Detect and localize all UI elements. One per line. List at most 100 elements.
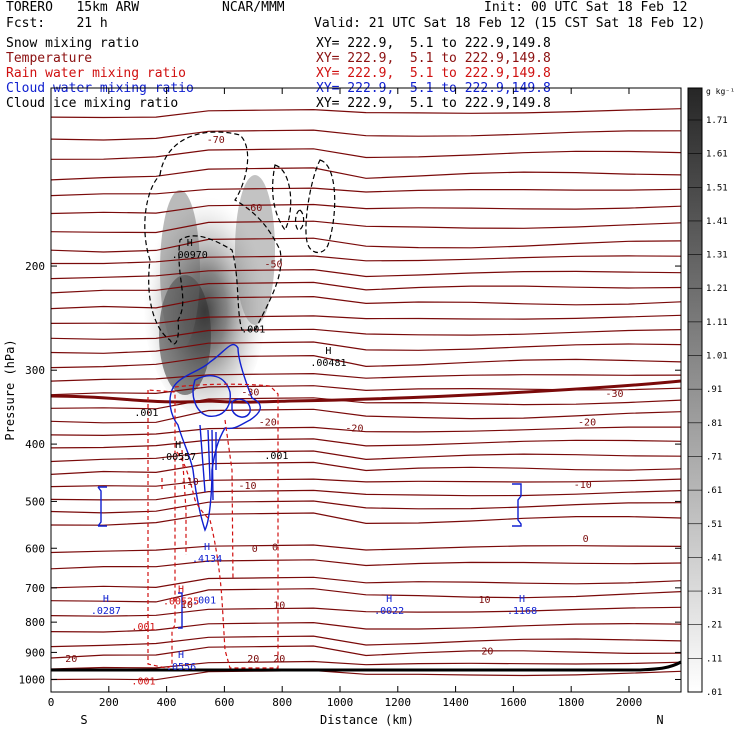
colorbar-label: .11 (706, 654, 722, 664)
colorbar-label: .31 (706, 587, 722, 597)
y-tick-label: 600 (25, 542, 45, 555)
isotherm (50, 660, 682, 670)
x-tick-label: 2000 (616, 696, 643, 709)
y-tick-label: 1000 (19, 673, 46, 686)
legend-xy-snow: XY= 222.9, 5.1 to 222.9,149.8 (316, 36, 551, 51)
right-end-label: N (656, 713, 663, 727)
contour-value-labels: .001 .001 .001 .001 .001 .001 (131, 324, 288, 687)
isotherm (50, 606, 682, 617)
colorbar-label: .81 (706, 419, 722, 429)
colorbar-label: 1.11 (706, 318, 728, 328)
isotherm (50, 621, 682, 633)
maxima-labels: H.00970H.00481H.00557H.4134H.00525H.0287… (91, 238, 537, 673)
contour-label: .001 (264, 451, 288, 462)
maximum-value: .00557 (160, 452, 196, 463)
isotherm (50, 559, 682, 570)
isotherm (50, 461, 682, 475)
colorbar (687, 87, 703, 693)
isotherm (50, 397, 682, 410)
maximum-value: .00970 (172, 250, 208, 261)
temperature-label: -50 (264, 259, 282, 270)
isotherm (50, 108, 682, 119)
legend-label-rain: Rain water mixing ratio (6, 66, 187, 81)
temperature-label: 10 (181, 600, 193, 611)
valid-time: Valid: 21 UTC Sat 18 Feb 12 (15 CST Sat … (314, 16, 706, 31)
colorbar-label: .71 (706, 452, 722, 462)
temperature-label: 0 (272, 543, 278, 554)
contour-label: .001 (131, 622, 155, 633)
isotherm (50, 500, 682, 514)
isotherm (50, 203, 682, 215)
maximum-marker: H (187, 238, 193, 249)
colorbar-label: .91 (706, 385, 722, 395)
colorbar-label: .51 (706, 520, 722, 530)
org-title: NCAR/MMM (222, 0, 285, 15)
colorbar-label: 1.31 (706, 251, 728, 261)
maximum-marker: H (103, 594, 109, 605)
temperature-labels: -70 -60 -50 -30 -30 -20 -20 -20 -10 -10 -10 0 0 0 10 10… (65, 135, 623, 665)
temperature-label: 20 (481, 647, 493, 658)
x-axis-title: Distance (km) (320, 713, 414, 727)
y-tick-label: 200 (25, 260, 45, 273)
maximum-value: .0287 (91, 606, 121, 617)
temperature-label: 10 (478, 595, 490, 606)
isotherm (50, 314, 682, 324)
maximum-marker: H (519, 594, 525, 605)
maximum-value: .00481 (310, 358, 346, 369)
cloud-water-contours (97, 343, 522, 629)
cloud-ice-contours (144, 131, 336, 345)
isotherm (50, 408, 682, 424)
isotherm (50, 237, 682, 253)
y-tick-label: 900 (25, 646, 45, 659)
x-tick-label: 1600 (500, 696, 527, 709)
colorbar-label: 1.01 (706, 352, 728, 362)
contour-label: .001 (131, 676, 155, 687)
colorbar-labels: 1.71 1.61 1.51 1.41 1.31 1.21 1.11 1.01 .91 .81 .7… (688, 116, 728, 698)
isotherm (50, 167, 682, 181)
temperature-label: -60 (244, 203, 262, 214)
temperature-label: 20 (247, 654, 259, 665)
legend-label-snow: Snow mixing ratio (6, 36, 140, 51)
isotherm (50, 588, 682, 603)
maximum-value: .0556 (166, 662, 196, 673)
isotherm (50, 478, 682, 488)
isotherm (50, 426, 681, 437)
y-tick-label: 500 (25, 495, 45, 508)
temperature-label: 0 (252, 544, 258, 555)
isotherm (50, 268, 682, 280)
isotherm (51, 255, 682, 265)
isotherm (50, 576, 682, 589)
colorbar-label: 1.41 (706, 217, 728, 227)
colorbar-label: 1.61 (706, 150, 728, 160)
x-tick-label: 1200 (385, 696, 412, 709)
forecast-hour: Fcst: 21 h (6, 16, 108, 31)
isotherm (50, 220, 682, 234)
temperature-label: -20 (578, 417, 596, 428)
isotherm (50, 295, 682, 310)
isotherm (50, 354, 682, 369)
temperature-label: 0 (583, 534, 589, 545)
x-tick-label: 1800 (558, 696, 585, 709)
freezing-line (50, 379, 682, 404)
init-time: Init: 00 UTC Sat 18 Feb 12 (484, 0, 688, 15)
x-tick-label: 1000 (327, 696, 354, 709)
maximum-marker: H (386, 594, 392, 605)
isotherm (50, 148, 682, 160)
isotherm (50, 281, 682, 294)
colorbar-label: 1.51 (706, 183, 728, 193)
isotherm (50, 341, 682, 354)
temperature-label: -20 (259, 417, 277, 428)
y-tick-label: 700 (25, 582, 45, 595)
isotherm (50, 512, 682, 526)
plot-frame (50, 87, 682, 693)
y-tick-label: 300 (25, 364, 45, 377)
legend-xy-cloud-ice: XY= 222.9, 5.1 to 222.9,149.8 (316, 96, 551, 111)
surface-line (51, 660, 682, 672)
left-end-label: S (80, 713, 87, 727)
isotherm (50, 645, 682, 659)
isotherm (50, 635, 682, 648)
colorbar-label: .41 (706, 553, 722, 563)
y-axis-title: Pressure (hPa) (3, 339, 17, 440)
rain-water-contours (147, 383, 279, 669)
